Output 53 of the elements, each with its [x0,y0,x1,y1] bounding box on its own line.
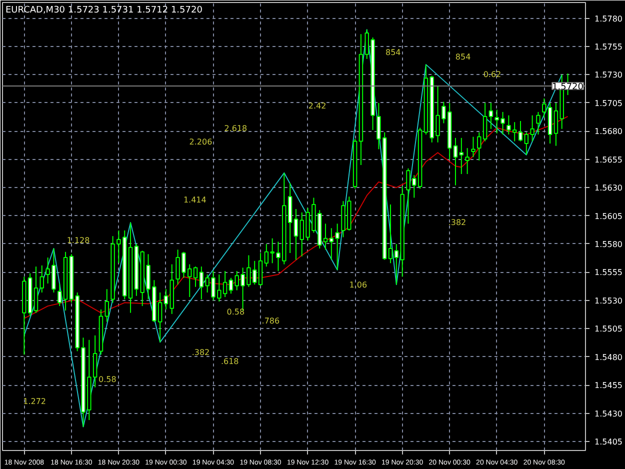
candlestick [488,102,494,130]
annotation: 0.58 [98,374,116,384]
y-tick-label: 1.5680 [594,127,622,136]
y-tick-label: 1.5630 [594,184,622,193]
candlestick [104,288,110,322]
y-tick-label: 1.5480 [594,352,622,362]
annotation: 1.414 [183,196,206,205]
y-tick-label: 1.5780 [594,14,622,24]
annotation: 0.62 [483,70,502,80]
y-tick-label: 1.5580 [594,240,622,249]
candlestick [323,223,328,250]
annotation: 1.128 [66,236,90,245]
candlestick [453,137,458,186]
y-tick-label: 1.5605 [594,212,622,221]
annotation: 854 [455,52,471,62]
y-tick-label: 1.5655 [594,155,622,164]
annotation: .382 [192,348,210,357]
y-tick-label: 1.5530 [594,296,622,306]
annotation: .618 [220,356,239,366]
y-tick-label: 1.5430 [594,409,622,418]
candlestick [228,277,234,294]
annotation: 0.58 [226,308,245,317]
y-tick-label: 1.5755 [594,42,622,52]
candlestick [465,148,470,175]
chart-title: EURCAD,M30 1.5723 1.5731 1.5712 1.5720 [6,6,203,16]
candlestick [40,264,44,294]
annotation: 2.206 [189,137,212,146]
candlestick [193,266,198,288]
candlestick [536,111,540,136]
annotation: 2.618 [224,124,248,133]
annotation: 2.42 [308,102,326,111]
annotation: .382 [448,218,466,228]
candlestick [388,204,393,264]
candlestick [518,120,523,142]
candlestick [294,208,298,260]
y-tick-label: 1.5505 [594,324,622,334]
y-tick-label: 1.5405 [594,437,622,446]
y-tick-label: 1.5455 [594,381,622,390]
line-series [24,116,568,319]
candlestick [459,137,464,175]
y-tick-label: 1.5705 [594,98,622,108]
ref-line-label: 1.5720 [552,82,584,93]
annotation: .786 [262,316,280,326]
candlestick [258,252,263,286]
candlestick [57,282,62,307]
y-tick-label: 1.5555 [594,268,622,278]
y-tick-label: 1.5730 [594,70,622,80]
annotation: 854 [385,48,401,57]
candlestick [164,288,168,310]
annotation: 1.272 [23,397,46,406]
candlestick [471,136,476,158]
annotation: 1.06 [349,280,368,290]
candlestick [34,266,38,314]
